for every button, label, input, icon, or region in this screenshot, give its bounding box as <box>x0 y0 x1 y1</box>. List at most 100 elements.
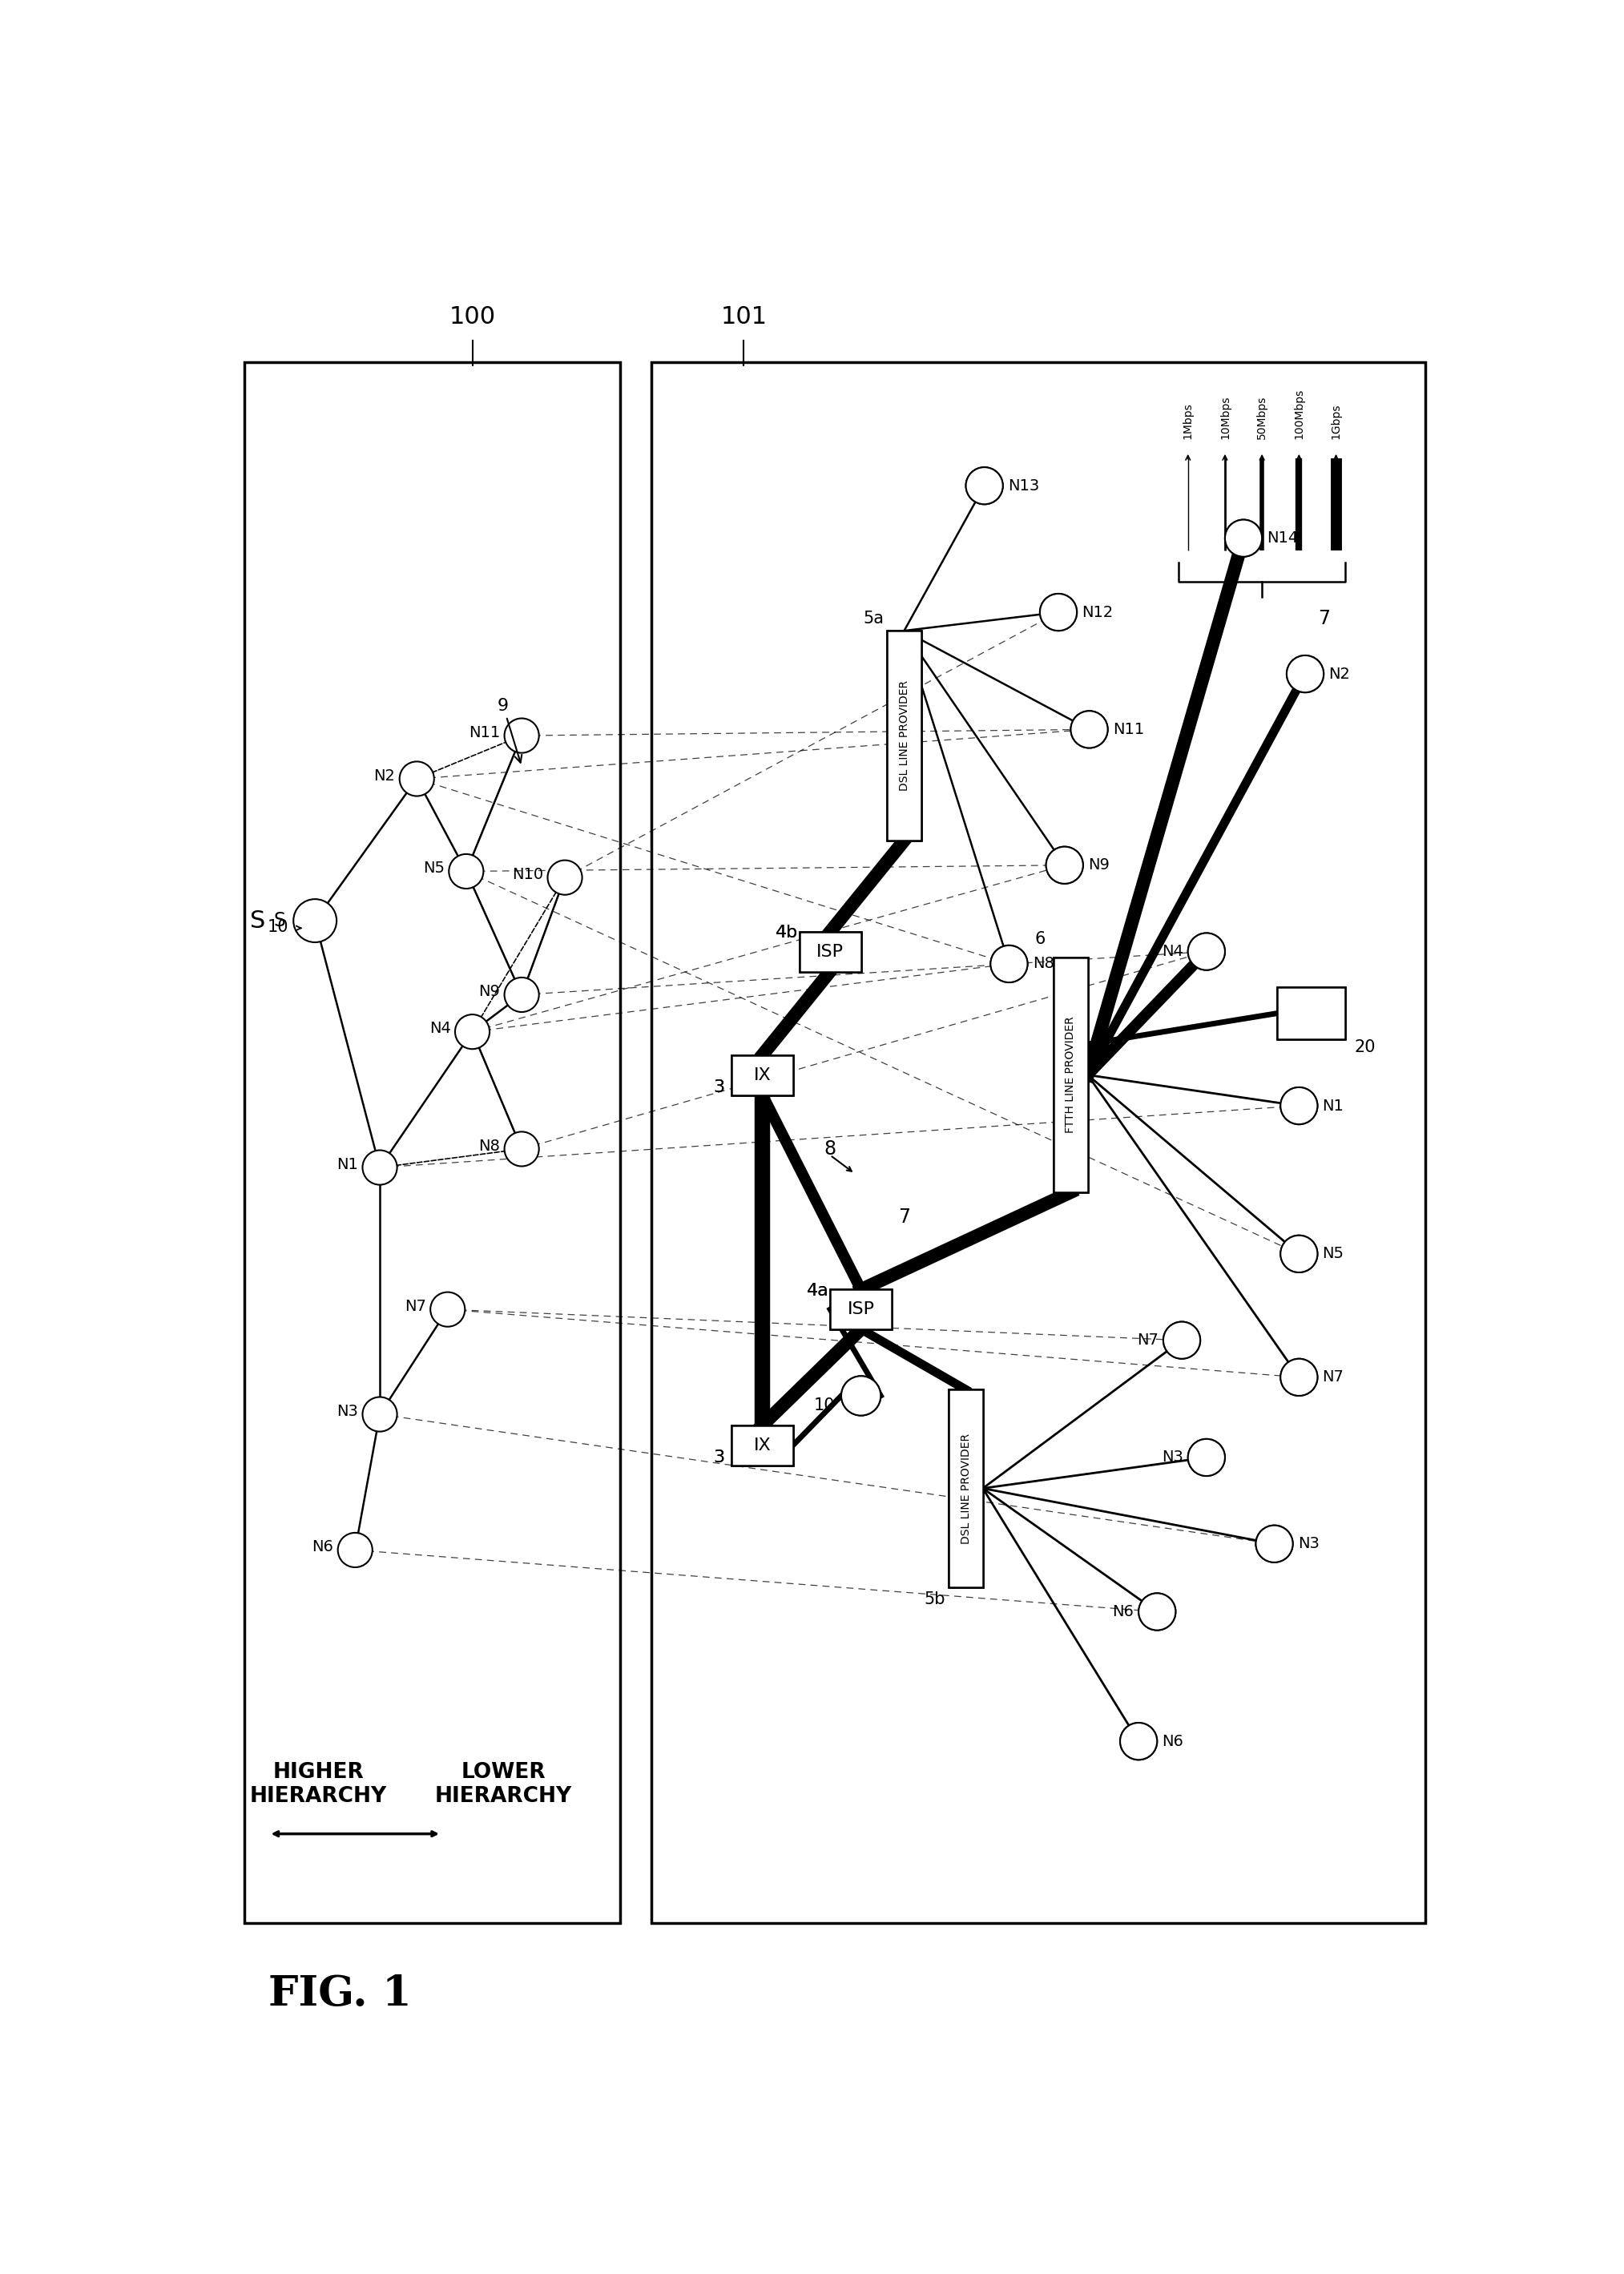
Circle shape <box>991 946 1028 982</box>
Circle shape <box>1187 1439 1224 1476</box>
Text: N8: N8 <box>479 1139 500 1153</box>
Circle shape <box>1280 1087 1317 1123</box>
Circle shape <box>1280 1235 1317 1273</box>
Circle shape <box>1138 1594 1176 1630</box>
Text: 3: 3 <box>713 1449 724 1464</box>
FancyBboxPatch shape <box>244 362 620 1924</box>
Text: 6: 6 <box>1034 930 1046 948</box>
Circle shape <box>1286 655 1324 691</box>
FancyBboxPatch shape <box>1278 987 1345 1039</box>
Text: ISP: ISP <box>848 1301 875 1317</box>
Text: 9: 9 <box>497 698 521 762</box>
Text: IX: IX <box>754 1437 771 1453</box>
Text: FIG. 1: FIG. 1 <box>268 1974 412 2015</box>
Text: 4b: 4b <box>776 926 799 941</box>
Text: 20: 20 <box>1354 1039 1376 1055</box>
Circle shape <box>455 1014 489 1048</box>
FancyBboxPatch shape <box>799 932 861 971</box>
Text: 5b: 5b <box>924 1592 945 1608</box>
Text: N9: N9 <box>1088 857 1109 873</box>
Circle shape <box>362 1396 398 1433</box>
Text: 4b: 4b <box>776 926 799 941</box>
Circle shape <box>1070 712 1108 748</box>
FancyBboxPatch shape <box>887 630 921 841</box>
FancyBboxPatch shape <box>799 932 861 971</box>
Text: 7: 7 <box>898 1207 909 1226</box>
Text: N7: N7 <box>1322 1369 1345 1385</box>
Circle shape <box>547 860 581 894</box>
Text: 1Gbps: 1Gbps <box>1330 405 1341 439</box>
Circle shape <box>1046 846 1083 885</box>
Text: 3: 3 <box>713 1080 724 1096</box>
FancyBboxPatch shape <box>651 362 1426 1924</box>
Text: N6: N6 <box>1112 1603 1134 1619</box>
Text: FTTH LINE PROVIDER: FTTH LINE PROVIDER <box>1065 1016 1077 1132</box>
Text: DSL LINE PROVIDER: DSL LINE PROVIDER <box>898 680 909 791</box>
Text: DSL LINE PROVIDER: DSL LINE PROVIDER <box>960 1433 971 1544</box>
Text: ISP: ISP <box>817 944 844 960</box>
FancyBboxPatch shape <box>887 630 921 841</box>
Circle shape <box>1046 846 1083 885</box>
Circle shape <box>294 898 336 941</box>
Text: 5a: 5a <box>862 609 883 625</box>
Text: N14: N14 <box>1267 530 1298 546</box>
Circle shape <box>400 762 434 796</box>
Circle shape <box>841 1376 880 1414</box>
FancyBboxPatch shape <box>731 1426 793 1464</box>
Text: 10: 10 <box>814 1396 835 1412</box>
Circle shape <box>505 719 539 753</box>
Text: N7: N7 <box>404 1298 425 1314</box>
Text: N11: N11 <box>469 725 500 739</box>
Circle shape <box>1187 932 1224 971</box>
Text: N1: N1 <box>1322 1098 1345 1114</box>
Circle shape <box>430 1292 464 1326</box>
Text: N11: N11 <box>1112 721 1145 737</box>
Text: LOWER
HIERARCHY: LOWER HIERARCHY <box>435 1762 572 1808</box>
Text: N10: N10 <box>512 866 544 882</box>
Text: N4: N4 <box>1161 944 1182 960</box>
Text: N5: N5 <box>422 860 445 875</box>
Text: 50Mbps: 50Mbps <box>1257 396 1268 439</box>
Circle shape <box>505 978 539 1012</box>
Circle shape <box>991 946 1028 982</box>
Text: N8: N8 <box>1033 957 1054 971</box>
Text: N1: N1 <box>336 1157 359 1171</box>
Text: HIGHER
HIERARCHY: HIGHER HIERARCHY <box>250 1762 387 1808</box>
Text: N4: N4 <box>429 1021 451 1037</box>
FancyBboxPatch shape <box>1278 987 1345 1039</box>
Circle shape <box>1163 1321 1200 1360</box>
Text: 4a: 4a <box>807 1283 828 1298</box>
Text: 7: 7 <box>1317 609 1330 628</box>
Text: N6: N6 <box>312 1539 333 1555</box>
Circle shape <box>1255 1526 1293 1562</box>
Text: 3: 3 <box>713 1449 724 1464</box>
Text: 8: 8 <box>823 1139 836 1157</box>
Circle shape <box>1280 1360 1317 1396</box>
Circle shape <box>841 1376 880 1414</box>
Text: ISP: ISP <box>817 944 844 960</box>
Text: N3: N3 <box>1298 1537 1319 1551</box>
Text: 100: 100 <box>450 305 495 327</box>
FancyBboxPatch shape <box>830 1289 892 1330</box>
Text: N6: N6 <box>1163 1733 1184 1749</box>
Circle shape <box>1121 1724 1158 1760</box>
Circle shape <box>338 1533 372 1567</box>
Circle shape <box>1121 1724 1158 1760</box>
Circle shape <box>362 1151 398 1185</box>
Text: 4a: 4a <box>807 1283 828 1298</box>
Text: S: S <box>250 910 266 932</box>
Circle shape <box>448 855 484 889</box>
Text: S: S <box>273 912 286 930</box>
Circle shape <box>1280 1360 1317 1396</box>
FancyBboxPatch shape <box>830 1289 892 1330</box>
Circle shape <box>1187 1439 1224 1476</box>
Circle shape <box>966 466 1004 505</box>
Text: N13: N13 <box>1009 478 1039 493</box>
Circle shape <box>966 466 1004 505</box>
Text: 10Mbps: 10Mbps <box>1220 396 1231 439</box>
FancyBboxPatch shape <box>1054 957 1088 1192</box>
Circle shape <box>1224 521 1262 557</box>
Text: FTTH LINE PROVIDER: FTTH LINE PROVIDER <box>1065 1016 1077 1132</box>
Circle shape <box>1255 1526 1293 1562</box>
Circle shape <box>1224 521 1262 557</box>
